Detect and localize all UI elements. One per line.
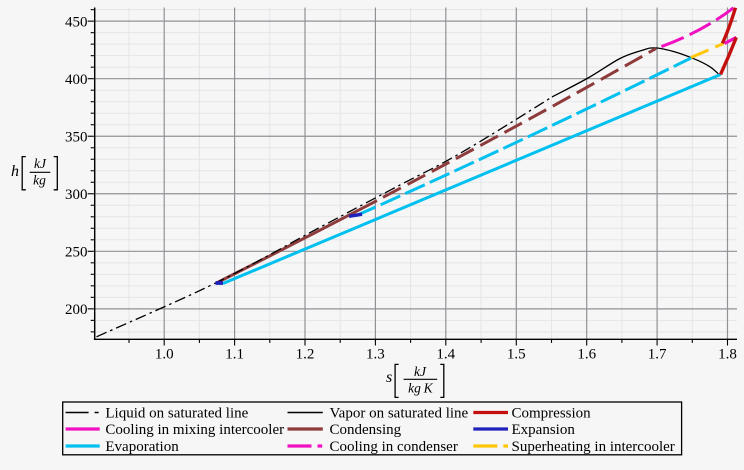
svg-text:kg K: kg K xyxy=(408,380,433,395)
svg-text:250: 250 xyxy=(65,245,88,261)
svg-text:350: 350 xyxy=(65,130,88,146)
svg-text:1.4: 1.4 xyxy=(436,347,455,363)
svg-text:400: 400 xyxy=(65,72,88,88)
svg-text:1.7: 1.7 xyxy=(648,347,667,363)
svg-text:kJ: kJ xyxy=(414,364,427,379)
svg-text:1.5: 1.5 xyxy=(507,347,526,363)
svg-text:Superheating in intercooler: Superheating in intercooler xyxy=(512,439,675,455)
svg-text:kg: kg xyxy=(33,173,46,188)
svg-text:1.6: 1.6 xyxy=(577,347,596,363)
svg-text:300: 300 xyxy=(65,187,88,203)
svg-text:Cooling in mixing intercooler: Cooling in mixing intercooler xyxy=(105,422,284,438)
svg-text:1.8: 1.8 xyxy=(718,347,737,363)
svg-text:h: h xyxy=(11,163,19,180)
svg-text:Expansion: Expansion xyxy=(512,422,576,438)
svg-text:200: 200 xyxy=(65,302,88,318)
svg-text:1.2: 1.2 xyxy=(296,347,315,363)
svg-text:kJ: kJ xyxy=(34,156,47,171)
svg-text:Liquid on saturated line: Liquid on saturated line xyxy=(105,405,248,421)
svg-text:Cooling in condenser: Cooling in condenser xyxy=(330,439,458,455)
svg-text:Vapor on saturated line: Vapor on saturated line xyxy=(330,405,469,421)
svg-text:1.0: 1.0 xyxy=(155,347,174,363)
svg-text:Compression: Compression xyxy=(512,405,592,421)
svg-text:450: 450 xyxy=(65,14,88,30)
svg-text:1.1: 1.1 xyxy=(225,347,244,363)
svg-text:Evaporation: Evaporation xyxy=(105,439,179,455)
svg-text:1.3: 1.3 xyxy=(366,347,385,363)
svg-text:s: s xyxy=(386,369,392,386)
svg-text:Condensing: Condensing xyxy=(330,422,402,438)
